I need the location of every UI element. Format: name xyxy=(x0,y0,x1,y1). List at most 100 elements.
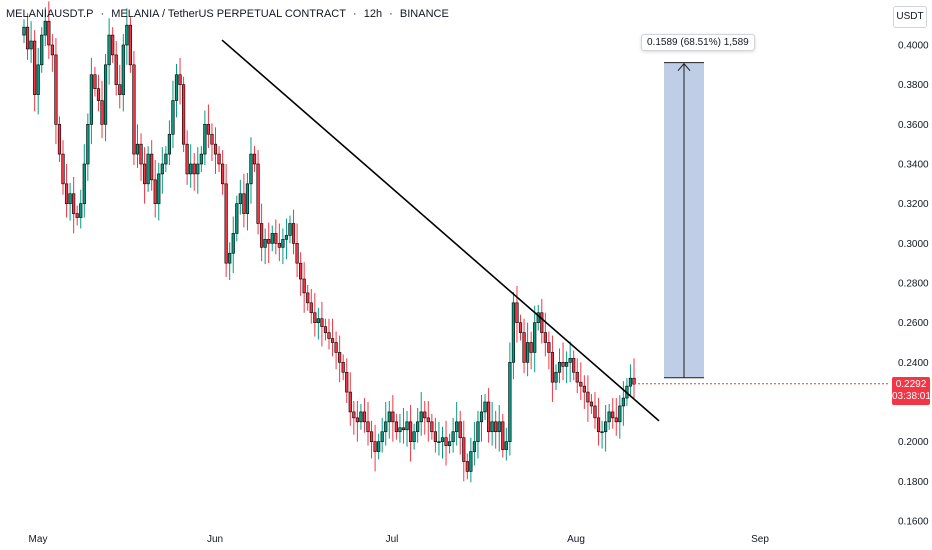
candle-down xyxy=(139,143,143,165)
candle-up xyxy=(82,163,86,204)
candle-up xyxy=(359,411,363,423)
candle-down xyxy=(47,20,51,46)
candle-down xyxy=(150,153,154,181)
candle-up xyxy=(472,441,477,452)
candle-down xyxy=(611,411,615,419)
y-tick-label: 0.3200 xyxy=(898,199,929,210)
candle-down xyxy=(252,153,257,165)
candle-down xyxy=(540,312,544,333)
candle-down xyxy=(430,421,434,433)
x-tick-label: May xyxy=(29,534,48,545)
y-tick-label: 0.1600 xyxy=(898,517,929,528)
candle-down xyxy=(575,371,579,383)
y-tick-label: 0.2600 xyxy=(898,318,929,329)
candle-down xyxy=(210,133,214,145)
candle-up xyxy=(40,34,44,66)
candle-down xyxy=(306,292,310,304)
candle-up xyxy=(22,26,26,36)
title-separator: · xyxy=(353,8,357,20)
x-tick-label: Aug xyxy=(567,534,585,545)
trendline[interactable] xyxy=(221,39,660,422)
candle-down xyxy=(518,322,523,333)
candle-up xyxy=(405,421,409,431)
candle-down xyxy=(458,421,462,439)
candle-up xyxy=(447,441,452,446)
candle-up xyxy=(284,235,289,240)
candle-up xyxy=(380,431,384,442)
candle-up xyxy=(68,193,72,204)
candle-down xyxy=(391,411,395,423)
candle-up xyxy=(419,411,423,423)
candle-down xyxy=(224,183,228,264)
candle-up xyxy=(628,377,633,387)
candle-down xyxy=(295,243,299,264)
measure-tool[interactable] xyxy=(664,62,704,379)
candle-down xyxy=(181,84,186,145)
candle-up xyxy=(511,302,516,363)
candle-down xyxy=(579,381,583,387)
candle-up xyxy=(36,64,40,95)
candle-down xyxy=(185,143,189,175)
candle-up xyxy=(146,153,150,185)
candle-up xyxy=(29,40,33,50)
candle-up xyxy=(416,421,420,433)
candle-up xyxy=(483,401,487,413)
candle-down xyxy=(64,183,69,204)
candle-down xyxy=(586,391,590,403)
candle-up xyxy=(490,421,494,433)
candle-down xyxy=(529,342,533,353)
interval-label: 12h xyxy=(363,8,383,20)
candle-up xyxy=(89,74,93,125)
candle-down xyxy=(486,401,491,433)
candle-down xyxy=(401,427,406,431)
currency-button[interactable]: USDT xyxy=(893,6,927,28)
candle-down xyxy=(348,391,352,413)
candle-up xyxy=(565,362,569,367)
candle-down xyxy=(213,143,218,155)
candle-down xyxy=(462,437,466,462)
candle-up xyxy=(107,34,111,66)
candle-down xyxy=(178,74,182,85)
candle-up xyxy=(479,411,484,423)
candle-up xyxy=(231,233,235,254)
candle-up xyxy=(387,411,391,423)
y-tick-label: 0.2400 xyxy=(898,358,929,369)
candle-down xyxy=(596,417,601,433)
candle-down xyxy=(111,34,115,56)
candle-down xyxy=(114,54,118,85)
candle-down xyxy=(394,421,398,433)
candle-up xyxy=(469,451,473,472)
candles xyxy=(22,1,888,483)
x-tick-label: Jun xyxy=(207,534,223,545)
symbol-title[interactable]: MELANIAUSDT.P · MELANIA / TetherUS PERPE… xyxy=(6,8,453,20)
candle-down xyxy=(256,163,260,224)
candle-down xyxy=(61,153,65,185)
candle-down xyxy=(309,302,313,314)
candle-up xyxy=(199,153,203,165)
time-axis: May Jun Jul Aug Sep xyxy=(29,534,770,545)
candle-up xyxy=(455,421,459,433)
candle-up xyxy=(235,203,239,234)
candle-down xyxy=(132,64,136,155)
y-tick-label: 0.2800 xyxy=(898,279,929,290)
symbol-ticker: MELANIAUSDT.P xyxy=(6,8,94,20)
candle-down xyxy=(25,26,30,50)
candle-up xyxy=(437,441,441,443)
candle-down xyxy=(50,44,54,56)
candle-up xyxy=(526,342,530,363)
candle-up xyxy=(164,153,168,165)
candle-down xyxy=(192,163,196,175)
candle-down xyxy=(614,417,618,423)
candle-up xyxy=(86,124,90,165)
candle-up xyxy=(621,397,625,407)
candle-up xyxy=(384,421,388,433)
candle-down xyxy=(561,362,565,367)
candle-up xyxy=(476,421,480,442)
candle-up xyxy=(160,163,164,175)
candle-down xyxy=(313,312,317,323)
candle-down xyxy=(362,411,367,423)
candle-down xyxy=(260,223,264,248)
candle-up xyxy=(196,163,200,175)
downtrend-line[interactable] xyxy=(221,39,660,422)
